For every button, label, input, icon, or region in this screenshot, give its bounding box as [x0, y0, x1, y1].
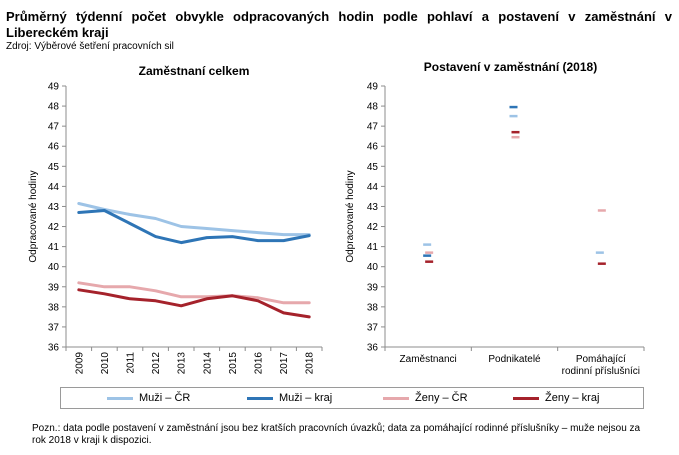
chart1-y-tick-label: 38	[48, 302, 60, 313]
chart1-x-tick-label: 2018	[305, 352, 316, 375]
chart2-x-tick-label: rodinní příslušníci	[562, 366, 640, 377]
footnote: Pozn.: data podle postavení v zaměstnání…	[32, 423, 641, 446]
chart2-y-tick-label: 39	[367, 282, 379, 293]
chart2-title: Postavení v zaměstnání (2018)	[424, 60, 597, 74]
chart1-y-tick-label: 41	[48, 242, 60, 253]
chart2-y-tick-label: 47	[367, 122, 379, 133]
chart1-x-tick-label: 2015	[228, 352, 239, 375]
chart2-x-tick-label: Podnikatelé	[488, 354, 541, 365]
chart2-y-tick-label: 42	[367, 222, 379, 233]
chart2-y-tick-label: 36	[367, 343, 379, 354]
chart1-y-axis-label: Odpracované hodiny	[28, 170, 39, 262]
legend-item-muzi-cr: Muži – ČR	[107, 391, 190, 405]
legend-label-zeny-kraj: Ženy – kraj	[545, 392, 600, 404]
chart1-x-tick-label: 2009	[74, 352, 85, 375]
chart1-y-tick-label: 46	[48, 142, 60, 153]
legend-item-zeny-kraj: Ženy – kraj	[513, 391, 599, 405]
chart1-y-tick-label: 48	[48, 102, 60, 113]
chart1-y-tick-label: 43	[48, 202, 60, 213]
chart1-x-tick-label: 2013	[177, 352, 188, 375]
chart2-x-tick-label: Pomáhající	[576, 354, 626, 365]
chart1-y-tick-label: 47	[48, 122, 60, 133]
chart1-y-tick-label: 49	[48, 82, 60, 93]
legend-item-muzi-kraj: Muži – kraj	[247, 391, 332, 405]
chart1-y-tick-label: 45	[48, 162, 60, 173]
legend-item-zeny-cr: Ženy – ČR	[383, 391, 468, 405]
chart2-y-tick-label: 43	[367, 202, 379, 213]
legend-swatch-zeny-cr	[383, 396, 409, 400]
chart2-y-tick-label: 38	[367, 302, 379, 313]
chart1-x-tick-label: 2014	[202, 352, 213, 375]
legend-label-zeny-cr: Ženy – ČR	[415, 392, 468, 404]
chart1-y-tick-label: 40	[48, 262, 60, 273]
chart2-y-tick-label: 48	[367, 102, 379, 113]
chart2-y-tick-label: 41	[367, 242, 379, 253]
chart1-y-tick-label: 39	[48, 282, 60, 293]
legend-swatch-muzi-cr	[107, 396, 133, 400]
chart1-series-line-zeny-cr	[77, 281, 311, 305]
source-note: Zdroj: Výběrové šetření pracovních sil	[6, 41, 174, 52]
chart1-y-tick-label: 42	[48, 222, 60, 233]
chart2-y-axis-label: Odpracované hodiny	[345, 170, 356, 262]
chart1-series-line-zeny-kraj	[77, 288, 311, 319]
chart1-y-tick-label: 36	[48, 343, 60, 354]
chart2-y-tick-label: 45	[367, 162, 379, 173]
chart1-x-tick-label: 2012	[151, 352, 162, 375]
chart1-y-tick-label: 37	[48, 322, 60, 333]
chart2-x-tick-label: Zaměstnanci	[400, 354, 457, 365]
chart1-x-tick-label: 2010	[100, 352, 111, 375]
chart1-x-tick-label: 2017	[279, 352, 290, 375]
legend-label-muzi-cr: Muži – ČR	[139, 392, 191, 404]
chart1-series-line-muzi-cr	[77, 202, 311, 237]
chart1-y-tick-label: 44	[48, 182, 60, 193]
legend: Muži – ČR Muži – kraj Ženy – ČR Ženy – k…	[60, 387, 644, 409]
chart2-y-tick-label: 40	[367, 262, 379, 273]
chart2-y-tick-label: 49	[367, 82, 379, 93]
chart2-y-tick-label: 44	[367, 182, 379, 193]
chart1-title: Zaměstnaní celkem	[139, 64, 250, 78]
chart1-x-tick-label: 2011	[126, 352, 137, 374]
chart2-y-tick-label: 46	[367, 142, 379, 153]
chart1-x-tick-label: 2016	[254, 352, 265, 375]
legend-swatch-zeny-kraj	[513, 396, 539, 400]
charts-canvas: Zaměstnaní celkem 36 37 38 39 40 41 42 43 44 45 46 4…	[28, 60, 645, 377]
legend-label-muzi-kraj: Muži – kraj	[279, 392, 333, 404]
chart2-y-tick-label: 37	[367, 322, 379, 333]
chart1-series-line-muzi-kraj	[77, 209, 311, 245]
page-title: Průměrný týdenní počet obvykle odpracova…	[6, 9, 672, 40]
legend-swatch-muzi-kraj	[247, 396, 273, 400]
